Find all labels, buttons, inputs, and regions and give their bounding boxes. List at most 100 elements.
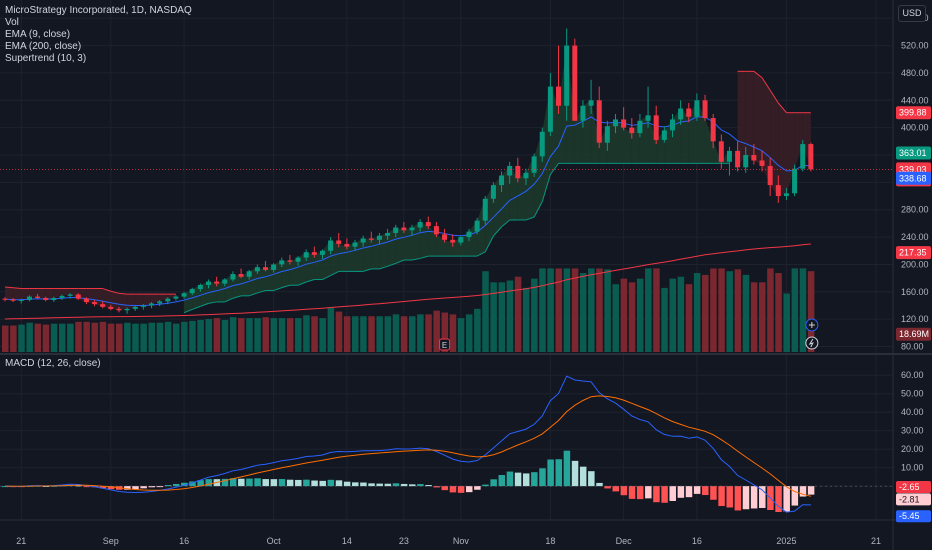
macd-hist-bar <box>579 466 587 487</box>
volume-bar <box>791 268 799 352</box>
volume-bar <box>83 321 90 352</box>
candle-body <box>604 126 610 143</box>
candle-body <box>222 279 228 284</box>
supertrend-fill <box>241 271 250 296</box>
macd-hist-bar <box>319 480 326 487</box>
macd-hist-bar <box>514 472 522 487</box>
volume-bar <box>352 316 359 352</box>
supertrend-line <box>549 163 559 175</box>
supertrend-line <box>297 281 307 286</box>
lightning-icon <box>805 336 819 350</box>
candle-body <box>759 160 765 166</box>
candle-body <box>75 294 81 299</box>
volume-bar <box>124 322 131 352</box>
volume-bar <box>645 268 652 352</box>
time-tick-label: 23 <box>399 536 409 546</box>
volume-bar <box>172 323 180 352</box>
macd-hist-bar <box>474 486 481 490</box>
supertrend-fill <box>127 294 136 309</box>
candle-body <box>499 175 505 186</box>
price-tick-label: 520.00 <box>901 41 929 51</box>
volume-bar <box>506 280 514 352</box>
ema9-line <box>4 116 811 306</box>
macd-hist-bar <box>295 479 302 487</box>
supertrend-fill <box>281 260 290 288</box>
macd-hist-bar <box>685 486 693 498</box>
last-price-text: 339.03 <box>899 164 927 174</box>
macd-hist-bar <box>140 486 147 489</box>
macd-hist-bar <box>636 486 644 500</box>
candle-body <box>442 234 448 240</box>
supertrend-fill <box>346 242 356 272</box>
candle-body <box>653 115 659 140</box>
candle-body <box>385 232 391 236</box>
volume-bar <box>246 318 253 352</box>
indicator-ema9[interactable]: EMA (9, close) <box>5 29 71 40</box>
volume-bar <box>18 324 25 352</box>
candle-body <box>482 198 488 221</box>
macd-hist-bar <box>588 471 595 487</box>
supertrend-fill <box>151 294 160 304</box>
macd-hist-bar <box>498 475 506 487</box>
candle-body <box>556 86 562 106</box>
candle-body <box>238 274 244 277</box>
candle-body <box>18 300 24 302</box>
volume-bar <box>400 316 408 352</box>
volume-badge: 18.69M <box>896 327 931 341</box>
supertrend-line <box>753 70 763 79</box>
candle-body <box>246 271 252 277</box>
signal-line <box>4 395 812 497</box>
candle-body <box>10 299 16 301</box>
volume-bar <box>327 307 335 352</box>
indicator-vol[interactable]: Vol <box>5 17 19 28</box>
time-tick-label: 2025 <box>776 536 796 546</box>
candle-body <box>336 240 342 244</box>
supertrend-fill <box>403 227 412 261</box>
macd-hist-bar <box>246 478 253 487</box>
macd-hist-bar <box>262 479 269 487</box>
symbol-title[interactable]: MicroStrategy Incorporated, 1D, NASDAQ <box>5 5 192 16</box>
volume-bar <box>42 324 50 352</box>
volume-bar <box>669 278 676 352</box>
volume-bar <box>319 318 326 352</box>
supertrend-line <box>387 262 396 267</box>
macd-hist-bar <box>189 481 196 487</box>
macd-value-badge-text: -5.45 <box>899 511 920 521</box>
supertrend-line <box>769 89 779 104</box>
supertrend-fill <box>420 222 429 259</box>
volume-bar <box>262 317 269 352</box>
macd-hist-bar <box>449 486 457 493</box>
supertrend-line <box>183 308 193 314</box>
macd-hist-bar <box>539 468 546 487</box>
volume-bar <box>799 268 807 352</box>
indicator-ema200[interactable]: EMA (200, close) <box>5 41 82 52</box>
volume-bar <box>514 276 522 352</box>
currency-button[interactable]: USD <box>898 5 926 22</box>
candle-body <box>295 257 301 262</box>
candle-body <box>596 100 602 143</box>
macd-tick-label: 20.00 <box>901 444 924 454</box>
supertrend-fill <box>387 227 396 267</box>
macd-hist-bar <box>702 486 709 496</box>
candle-body <box>393 227 399 233</box>
volume-bar <box>767 268 774 352</box>
macd-hist-bar <box>612 486 619 492</box>
macd-hist-bar <box>759 486 766 508</box>
macd-title[interactable]: MACD (12, 26, close) <box>5 358 101 369</box>
macd-value-badge: -5.45 <box>896 510 931 523</box>
macd-hist-bar <box>522 473 530 487</box>
time-tick-label: 21 <box>16 536 26 546</box>
macd-hist-bar <box>596 482 603 487</box>
volume-bar <box>286 318 294 352</box>
candle-body <box>621 119 627 128</box>
macd-hist-bar <box>726 486 733 508</box>
volume-bar <box>685 284 693 352</box>
macd-hist-bar <box>677 486 685 498</box>
candle-body <box>319 250 325 255</box>
supertrend-badge-text: 399.88 <box>899 108 927 118</box>
add-alert-icon <box>805 318 819 332</box>
macd-signal-badge-bg <box>896 481 931 494</box>
macd-hist-bar <box>506 471 514 487</box>
indicator-supertrend[interactable]: Supertrend (10, 3) <box>5 53 87 64</box>
legend: MicroStrategy Incorporated, 1D, NASDAQ V… <box>5 5 192 65</box>
